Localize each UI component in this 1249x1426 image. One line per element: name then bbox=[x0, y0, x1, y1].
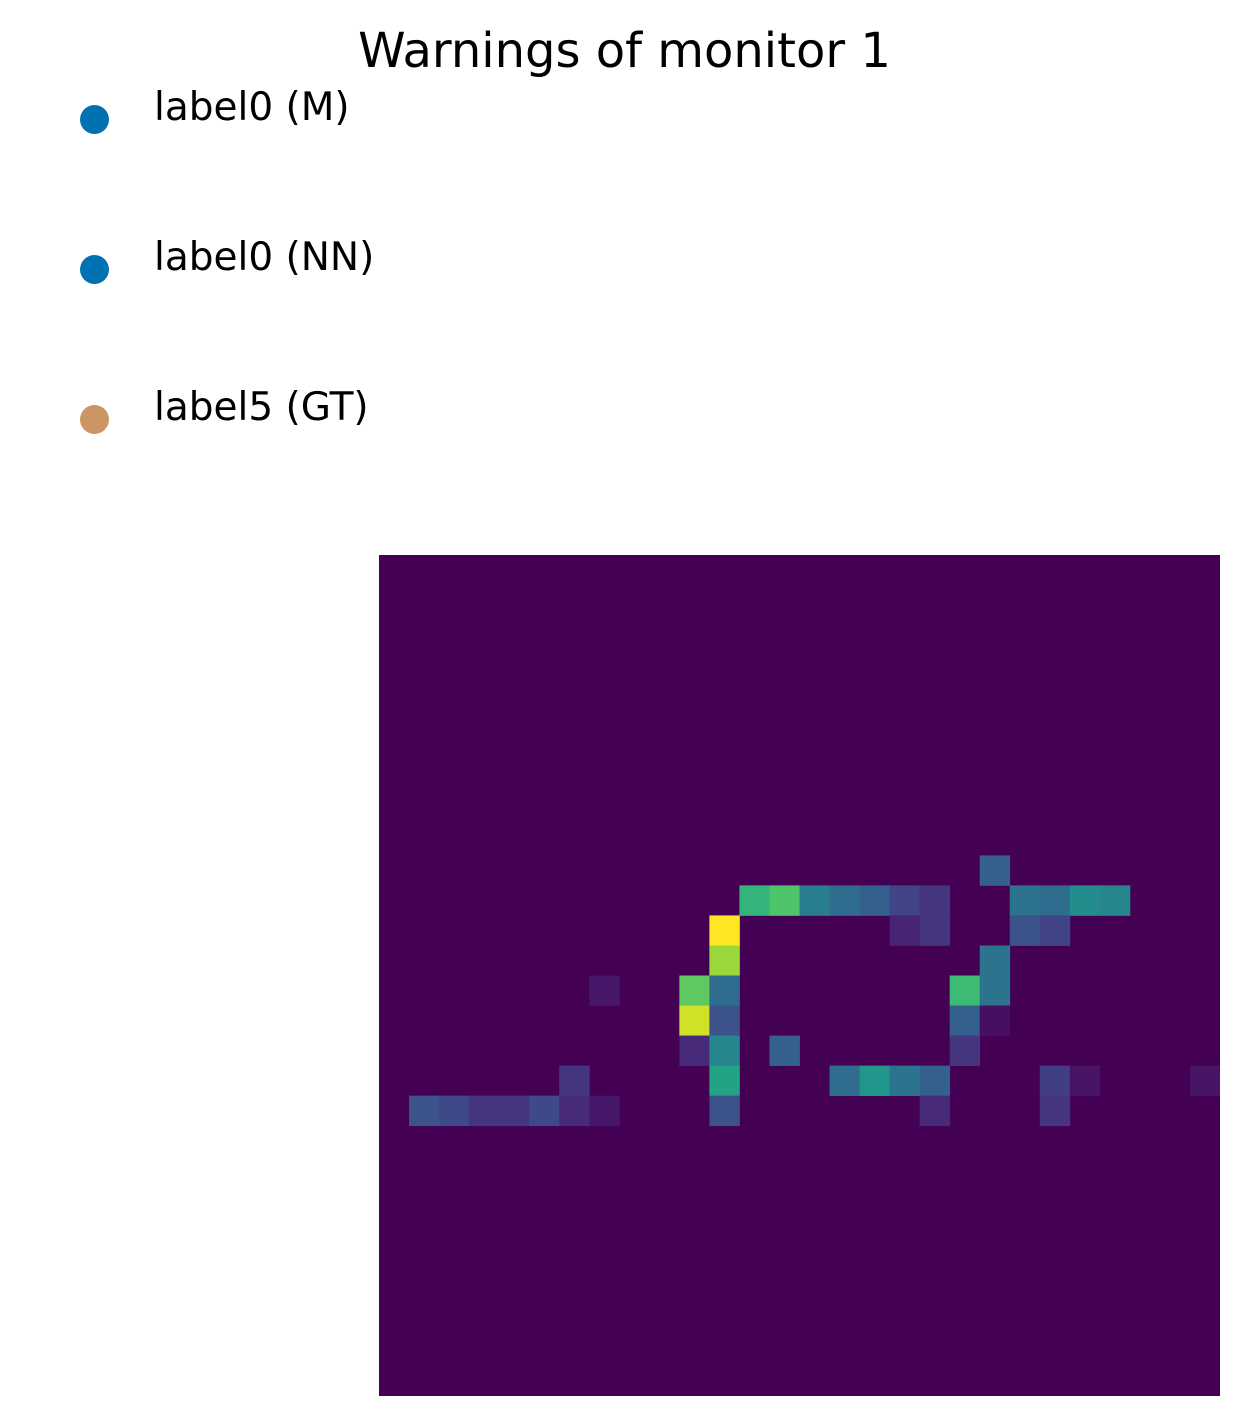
heatmap-cell bbox=[1039, 885, 1071, 916]
heatmap-cell bbox=[979, 975, 1011, 1006]
heatmap-cell bbox=[949, 1005, 981, 1036]
heatmap-cell bbox=[859, 885, 891, 916]
heatmap-cell bbox=[709, 975, 740, 1006]
heatmap-cell bbox=[439, 1095, 470, 1127]
heatmap-cell bbox=[919, 915, 951, 946]
heatmap-cell bbox=[919, 1095, 951, 1127]
heatmap-cell bbox=[949, 975, 981, 1006]
heatmap-cell bbox=[979, 1005, 1011, 1036]
heatmap-cell bbox=[1009, 915, 1041, 946]
heatmap-cell bbox=[979, 855, 1011, 886]
heatmap-cell bbox=[1039, 915, 1071, 946]
heatmap-cell bbox=[1099, 885, 1131, 916]
heatmap-cell bbox=[709, 1035, 740, 1067]
heatmap-cell bbox=[679, 1035, 710, 1067]
heatmap-cell bbox=[769, 885, 800, 916]
heatmap-cell bbox=[589, 1095, 620, 1127]
legend-marker-dot-icon bbox=[80, 105, 109, 134]
heatmap-cell bbox=[709, 1065, 740, 1097]
heatmap-cell bbox=[1039, 1095, 1071, 1127]
legend-item-label0-m: label0 (M) bbox=[0, 85, 600, 155]
heatmap bbox=[379, 555, 1220, 1396]
heatmap-cell bbox=[919, 1065, 951, 1097]
heatmap-cell bbox=[589, 975, 620, 1006]
legend-marker-dot-icon bbox=[80, 255, 109, 284]
heatmap-cell bbox=[919, 885, 951, 916]
heatmap-cell bbox=[889, 915, 921, 946]
legend-item-label0-nn: label0 (NN) bbox=[0, 235, 600, 305]
heatmap-cell bbox=[829, 1065, 860, 1097]
legend-item-label5-gt: label5 (GT) bbox=[0, 385, 600, 455]
heatmap-cell bbox=[1039, 1065, 1071, 1097]
heatmap-cell bbox=[409, 1095, 440, 1127]
legend-marker-dot-icon bbox=[80, 405, 109, 434]
heatmap-cell bbox=[739, 885, 770, 916]
legend: label0 (M) label0 (NN) label5 (GT) bbox=[0, 0, 600, 480]
legend-label: label0 (NN) bbox=[154, 235, 375, 280]
heatmap-cell bbox=[1189, 1065, 1220, 1097]
heatmap-cell bbox=[679, 975, 710, 1006]
heatmap-cell bbox=[529, 1095, 560, 1127]
legend-label: label5 (GT) bbox=[154, 385, 369, 430]
heatmap-cell bbox=[799, 885, 830, 916]
heatmap-cell bbox=[859, 1065, 891, 1097]
heatmap-cell bbox=[559, 1065, 590, 1097]
heatmap-cell bbox=[889, 1065, 921, 1097]
heatmap-background bbox=[379, 555, 1220, 1396]
heatmap-cell bbox=[709, 945, 740, 976]
heatmap-cell bbox=[559, 1095, 590, 1127]
heatmap-cell bbox=[1069, 1065, 1101, 1097]
heatmap-cell bbox=[889, 885, 921, 916]
heatmap-cell bbox=[979, 945, 1011, 976]
heatmap-cell bbox=[709, 915, 740, 946]
heatmap-cell bbox=[679, 1005, 710, 1036]
heatmap-cell bbox=[829, 885, 860, 916]
heatmap-plot-area bbox=[379, 555, 1220, 1396]
heatmap-cell bbox=[949, 1035, 981, 1067]
legend-label: label0 (M) bbox=[154, 85, 350, 130]
heatmap-cells bbox=[409, 855, 1220, 1127]
heatmap-cell bbox=[469, 1095, 500, 1127]
heatmap-cell bbox=[499, 1095, 530, 1127]
chart-title: Warnings of monitor 1 bbox=[358, 23, 891, 79]
heatmap-cell bbox=[769, 1035, 800, 1067]
heatmap-cell bbox=[709, 1005, 740, 1036]
heatmap-cell bbox=[1069, 885, 1101, 916]
heatmap-cell bbox=[1009, 885, 1041, 916]
heatmap-cell bbox=[709, 1095, 740, 1127]
